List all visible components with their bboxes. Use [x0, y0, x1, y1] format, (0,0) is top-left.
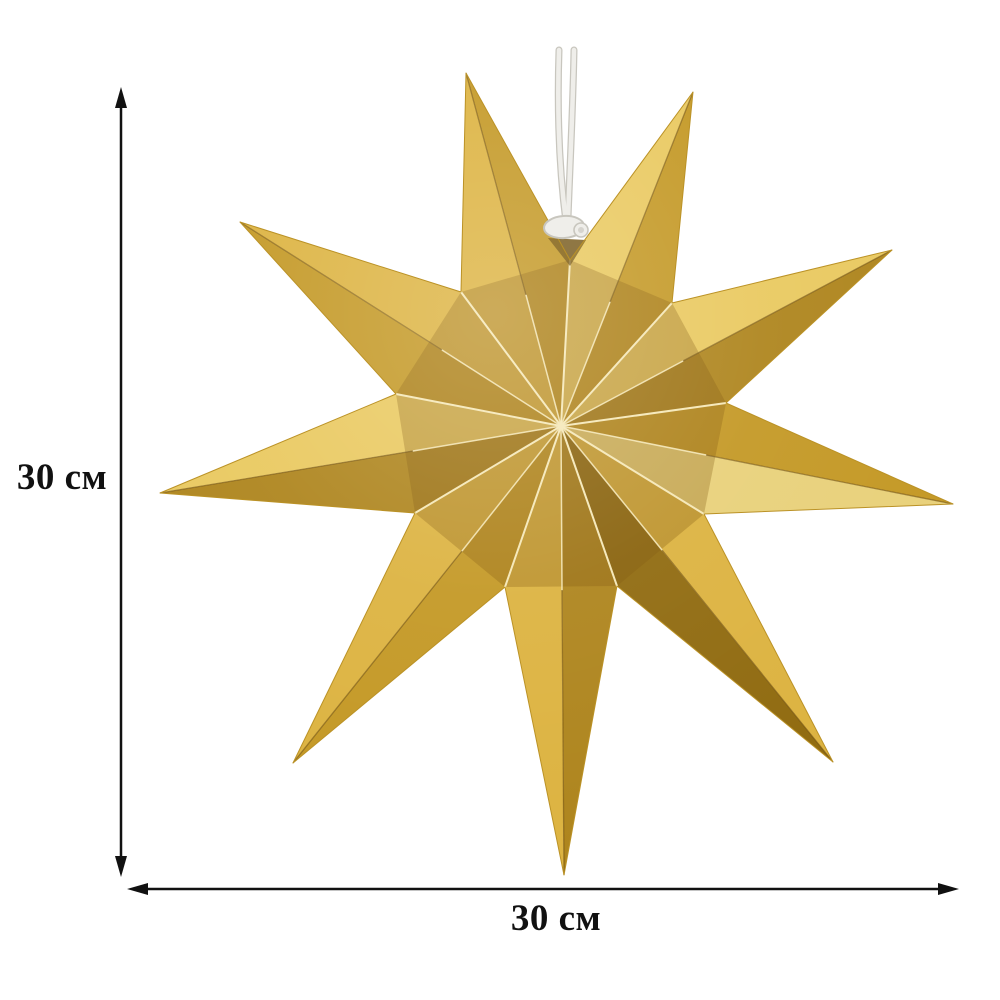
foil-sheen — [160, 73, 953, 875]
string-strand — [556, 47, 569, 225]
star-outline — [159, 72, 954, 876]
width-dimension-label: 30 см — [510, 898, 602, 939]
arrowhead-up-icon — [115, 87, 127, 108]
width-dimension-arrow — [127, 883, 959, 895]
string-knot-hole — [578, 227, 584, 233]
string-strand — [565, 47, 577, 221]
arrowhead-down-icon — [115, 856, 127, 877]
arrowhead-right-icon — [938, 883, 959, 895]
height-dimension-arrow — [115, 87, 127, 877]
star-body — [159, 72, 954, 876]
arrowhead-left-icon — [127, 883, 148, 895]
height-dimension-label: 30 см — [16, 457, 108, 498]
hanging-string — [543, 46, 589, 240]
